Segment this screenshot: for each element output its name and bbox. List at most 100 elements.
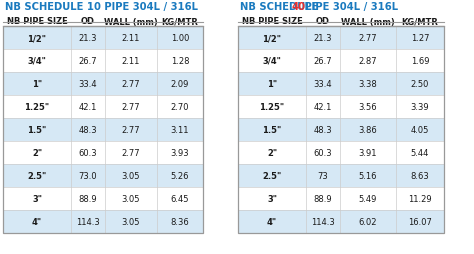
Text: 73: 73 (318, 171, 328, 180)
Text: 2.77: 2.77 (122, 148, 140, 157)
Bar (3, 210, 203, 233)
Text: 48.3: 48.3 (79, 125, 97, 134)
Text: 1": 1" (32, 80, 42, 89)
Text: 40: 40 (292, 2, 306, 12)
Text: 2.5": 2.5" (27, 171, 46, 180)
Bar (3, 187, 203, 210)
Text: 3": 3" (32, 194, 42, 203)
Text: 3.38: 3.38 (359, 80, 377, 89)
Text: OD: OD (81, 18, 95, 26)
Text: 60.3: 60.3 (79, 148, 97, 157)
Text: NB SCHEDULE 10 PIPE 304L / 316L: NB SCHEDULE 10 PIPE 304L / 316L (5, 2, 198, 12)
Bar (3, 96, 203, 119)
Text: 2.50: 2.50 (411, 80, 429, 89)
Text: 1.28: 1.28 (171, 57, 189, 66)
Text: 1.5": 1.5" (27, 125, 46, 134)
Text: 3": 3" (267, 194, 277, 203)
Text: 33.4: 33.4 (314, 80, 332, 89)
Bar (238, 141, 444, 164)
Text: 2.11: 2.11 (122, 57, 140, 66)
Text: 114.3: 114.3 (311, 217, 335, 226)
Bar (238, 73, 444, 96)
Text: 2.87: 2.87 (359, 57, 377, 66)
Text: 2": 2" (267, 148, 277, 157)
Text: 1.69: 1.69 (411, 57, 429, 66)
Text: PIPE 304L / 316L: PIPE 304L / 316L (301, 2, 398, 12)
Text: 21.3: 21.3 (79, 34, 97, 43)
Text: NB PIPE SIZE: NB PIPE SIZE (7, 18, 67, 26)
Text: 3.11: 3.11 (171, 125, 189, 134)
Bar (238, 210, 444, 233)
Text: KG/MTR: KG/MTR (162, 18, 199, 26)
Text: 2.77: 2.77 (359, 34, 377, 43)
Text: 5.49: 5.49 (359, 194, 377, 203)
Text: 3.39: 3.39 (410, 103, 429, 112)
Bar (238, 50, 444, 73)
Text: 16.07: 16.07 (408, 217, 432, 226)
Text: 60.3: 60.3 (314, 148, 332, 157)
Text: 114.3: 114.3 (76, 217, 100, 226)
Bar (3, 141, 203, 164)
Text: 73.0: 73.0 (79, 171, 97, 180)
Text: 48.3: 48.3 (314, 125, 332, 134)
Text: 3.93: 3.93 (171, 148, 189, 157)
Text: 88.9: 88.9 (79, 194, 97, 203)
Text: 1.27: 1.27 (411, 34, 429, 43)
Bar (3, 27, 203, 50)
Bar (238, 187, 444, 210)
Bar (3, 27, 203, 233)
Text: 1/2": 1/2" (27, 34, 46, 43)
Bar (238, 96, 444, 119)
Bar (3, 73, 203, 96)
Text: OD: OD (316, 18, 330, 26)
Text: 4": 4" (32, 217, 42, 226)
Text: 5.44: 5.44 (411, 148, 429, 157)
Text: KG/MTR: KG/MTR (401, 18, 438, 26)
Text: 3/4": 3/4" (263, 57, 282, 66)
Text: 2.77: 2.77 (122, 125, 140, 134)
Text: 1.25": 1.25" (25, 103, 50, 112)
Text: 3.91: 3.91 (359, 148, 377, 157)
Bar (238, 119, 444, 141)
Text: 5.26: 5.26 (171, 171, 189, 180)
Text: 21.3: 21.3 (314, 34, 332, 43)
Text: 2.09: 2.09 (171, 80, 189, 89)
Text: 3.05: 3.05 (122, 171, 140, 180)
Text: 2.77: 2.77 (122, 103, 140, 112)
Text: NB SCHEDULE: NB SCHEDULE (240, 2, 322, 12)
Text: 4": 4" (267, 217, 277, 226)
Text: 33.4: 33.4 (79, 80, 97, 89)
Text: 2.11: 2.11 (122, 34, 140, 43)
Text: 2": 2" (32, 148, 42, 157)
Text: 3.86: 3.86 (359, 125, 377, 134)
Bar (238, 27, 444, 233)
Text: 8.36: 8.36 (171, 217, 190, 226)
Text: 2.77: 2.77 (122, 80, 140, 89)
Text: 4.05: 4.05 (411, 125, 429, 134)
Text: 1.25": 1.25" (259, 103, 284, 112)
Text: 1/2": 1/2" (263, 34, 282, 43)
Text: 5.16: 5.16 (359, 171, 377, 180)
Text: 11.29: 11.29 (408, 194, 432, 203)
Text: 42.1: 42.1 (314, 103, 332, 112)
Text: 6.45: 6.45 (171, 194, 189, 203)
Text: 2.70: 2.70 (171, 103, 189, 112)
Text: 1": 1" (267, 80, 277, 89)
Bar (3, 164, 203, 187)
Text: 6.02: 6.02 (359, 217, 377, 226)
Text: 26.7: 26.7 (79, 57, 97, 66)
Text: 3.05: 3.05 (122, 217, 140, 226)
Text: 1.5": 1.5" (263, 125, 282, 134)
Text: WALL (mm): WALL (mm) (104, 18, 158, 26)
Text: 2.5": 2.5" (263, 171, 282, 180)
Text: 8.63: 8.63 (410, 171, 429, 180)
Text: 3/4": 3/4" (27, 57, 46, 66)
Bar (238, 27, 444, 50)
Text: 3.56: 3.56 (359, 103, 377, 112)
Bar (3, 50, 203, 73)
Bar (3, 119, 203, 141)
Text: 42.1: 42.1 (79, 103, 97, 112)
Text: NB PIPE SIZE: NB PIPE SIZE (242, 18, 302, 26)
Text: 1.00: 1.00 (171, 34, 189, 43)
Text: 26.7: 26.7 (314, 57, 332, 66)
